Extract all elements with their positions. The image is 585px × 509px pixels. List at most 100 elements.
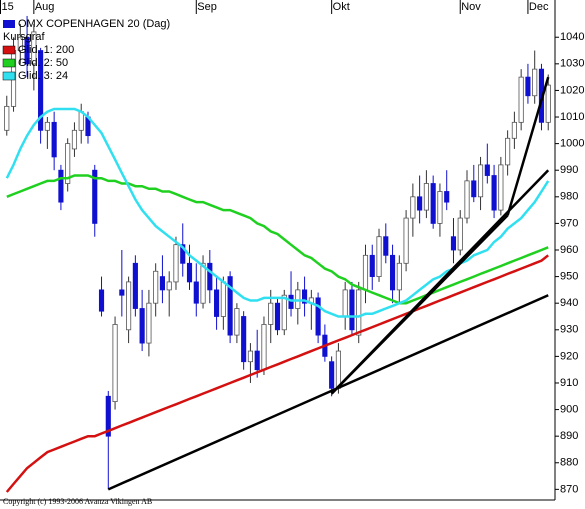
candle-body xyxy=(146,302,152,344)
candle-body xyxy=(505,137,511,166)
y-tick-label: 1000 xyxy=(560,138,584,150)
candle-body xyxy=(518,76,524,123)
legend-subtitle: Kursgraf xyxy=(3,31,46,43)
x-tick-label: Okt xyxy=(333,1,350,13)
candle-body xyxy=(112,324,118,402)
candle-body xyxy=(200,262,206,304)
legend-title: OMX COPENHAGEN 20 (Dag) xyxy=(18,18,170,30)
candle-body xyxy=(180,244,186,264)
candle-body xyxy=(389,254,396,291)
candle-body xyxy=(261,324,267,371)
x-tick-label: Nov xyxy=(461,1,481,13)
y-tick-label: 950 xyxy=(560,271,578,283)
candle-body xyxy=(498,164,504,211)
candle-body xyxy=(247,350,253,363)
candle-body xyxy=(38,50,44,131)
candle-body xyxy=(396,262,402,291)
candle-body xyxy=(98,289,105,312)
y-tick-label: 1010 xyxy=(560,111,584,123)
y-tick-label: 910 xyxy=(560,377,578,389)
candle-body xyxy=(403,217,409,264)
x-tick-label: 15 xyxy=(2,1,14,13)
candle-body xyxy=(92,169,98,224)
legend-label: Glid. 1: 200 xyxy=(18,44,74,56)
candle-body xyxy=(24,36,30,65)
candle-body xyxy=(288,294,294,309)
candle-body xyxy=(477,164,484,198)
candle-body xyxy=(268,302,274,325)
candle-body xyxy=(139,308,145,344)
legend-label: Glid. 3: 24 xyxy=(18,70,68,82)
candle-body xyxy=(410,196,416,219)
y-tick-label: 1020 xyxy=(560,84,584,96)
candle-body xyxy=(105,395,111,437)
candle-body xyxy=(532,68,538,97)
candle-body xyxy=(491,175,497,211)
x-tick-label: Dec xyxy=(529,1,549,13)
candle-body xyxy=(281,294,287,331)
candle-body xyxy=(126,281,132,331)
candle-body xyxy=(254,350,260,371)
candle-body xyxy=(17,36,23,51)
candle-body xyxy=(383,236,389,256)
candle-body xyxy=(159,276,166,291)
candle-body xyxy=(362,254,369,291)
candle-body xyxy=(457,217,463,251)
candle-body xyxy=(58,169,64,203)
y-tick-label: 980 xyxy=(560,191,578,203)
candle-body xyxy=(51,121,57,158)
candle-body xyxy=(464,180,470,219)
trend-line xyxy=(330,214,509,395)
candle-body xyxy=(227,276,233,336)
y-tick-label: 1040 xyxy=(560,31,584,43)
trend-line xyxy=(107,294,549,491)
x-tick-label: Sep xyxy=(197,1,217,13)
candle-body xyxy=(349,289,355,331)
candle-body xyxy=(525,76,531,97)
candle-body xyxy=(430,183,436,224)
moving-average-line xyxy=(6,174,549,305)
y-tick-label: 900 xyxy=(560,403,578,415)
legend-label: Glid. 2: 50 xyxy=(18,57,68,69)
moving-average-line xyxy=(5,254,549,493)
candle-body xyxy=(471,180,477,198)
candle-body xyxy=(65,143,71,184)
candle-body xyxy=(450,236,457,251)
candle-body xyxy=(220,281,226,317)
candle-body xyxy=(444,191,450,203)
candle-body xyxy=(153,270,159,304)
candle-body xyxy=(186,262,193,283)
y-tick-label: 940 xyxy=(560,297,578,309)
candle-body xyxy=(274,302,281,331)
trend-line xyxy=(506,76,550,216)
candle-body xyxy=(376,236,382,277)
candle-body xyxy=(342,289,348,317)
y-tick-label: 880 xyxy=(560,457,578,469)
copyright: Copyright (c) 1993-2006 Avanza Vikingen … xyxy=(3,497,152,506)
candle-body xyxy=(356,289,362,336)
candle-body xyxy=(329,361,335,389)
candle-body xyxy=(132,262,138,309)
candle-body xyxy=(302,289,308,304)
candle-body xyxy=(234,308,240,336)
candle-body xyxy=(71,129,78,150)
legend-swatch xyxy=(3,20,15,28)
candle-body xyxy=(511,121,517,139)
candle-body xyxy=(241,316,247,363)
candle-body xyxy=(423,183,429,211)
candle-body xyxy=(369,254,375,277)
y-tick-label: 920 xyxy=(560,350,578,362)
y-tick-label: 990 xyxy=(560,164,578,176)
candle-body xyxy=(173,244,179,283)
candle-body xyxy=(4,105,10,131)
candle-body xyxy=(295,289,301,309)
candle-body xyxy=(315,297,321,336)
candle-body xyxy=(119,289,125,296)
candle-body xyxy=(545,84,551,123)
candle-body xyxy=(437,191,443,224)
y-tick-label: 890 xyxy=(560,430,578,442)
y-tick-label: 960 xyxy=(560,244,578,256)
y-tick-label: 1030 xyxy=(560,58,584,70)
